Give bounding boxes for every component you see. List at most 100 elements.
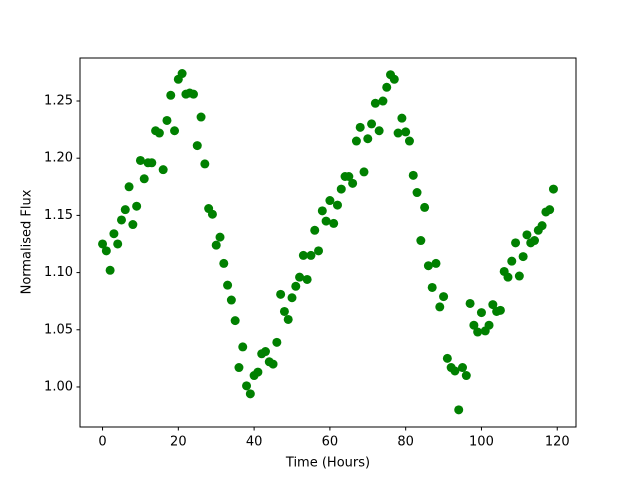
point <box>412 188 422 198</box>
point <box>276 289 286 299</box>
point <box>310 225 320 235</box>
point <box>101 246 111 256</box>
point <box>158 165 168 175</box>
x-axis-label: Time (Hours) <box>285 456 370 471</box>
point <box>226 295 236 305</box>
point <box>530 236 540 246</box>
point <box>351 136 361 146</box>
y-tick-label: 1.15 <box>44 208 73 223</box>
point <box>325 196 335 206</box>
point <box>488 300 498 310</box>
point <box>442 353 452 363</box>
point <box>397 113 407 123</box>
point <box>427 282 437 292</box>
y-tick-label: 1.25 <box>44 94 73 109</box>
point <box>238 342 248 352</box>
point <box>503 272 513 282</box>
point <box>314 246 324 256</box>
point <box>495 305 505 315</box>
point <box>242 381 252 391</box>
point <box>507 256 517 266</box>
point <box>344 172 354 182</box>
point <box>435 302 445 312</box>
point <box>389 74 399 84</box>
point <box>522 230 532 240</box>
x-tick-label: 80 <box>397 435 414 450</box>
axes-frame <box>79 57 577 428</box>
x-tick-label: 100 <box>469 435 494 450</box>
point <box>473 327 483 337</box>
point <box>545 205 555 215</box>
point <box>166 90 176 100</box>
point <box>291 281 301 291</box>
point <box>302 274 312 284</box>
point <box>431 258 441 268</box>
point <box>450 366 460 376</box>
y-tick-label: 1.05 <box>44 322 73 337</box>
point <box>537 221 547 231</box>
y-tick-label: 1.10 <box>44 265 73 280</box>
point <box>416 236 426 246</box>
y-axis-label: Normalised Flux <box>20 189 35 294</box>
point <box>465 298 475 308</box>
point <box>298 250 308 260</box>
point <box>382 82 392 92</box>
point <box>469 320 479 330</box>
point <box>511 238 521 248</box>
point <box>518 252 528 262</box>
point <box>188 89 198 99</box>
point <box>336 184 346 194</box>
point <box>317 206 327 216</box>
y-tick-label: 1.20 <box>44 151 73 166</box>
point <box>124 182 134 192</box>
point <box>420 202 430 212</box>
point <box>355 122 365 132</box>
point <box>393 128 403 138</box>
point <box>408 170 418 180</box>
point <box>458 363 468 373</box>
point <box>283 314 293 324</box>
point <box>260 347 270 357</box>
point <box>192 141 202 151</box>
point <box>200 159 210 169</box>
point <box>98 239 108 249</box>
point <box>423 261 433 271</box>
point <box>196 112 206 122</box>
point <box>139 174 149 184</box>
point <box>484 320 494 330</box>
point <box>105 265 115 275</box>
point <box>348 178 358 188</box>
point <box>287 293 297 303</box>
point <box>219 258 229 268</box>
point <box>211 240 221 250</box>
point <box>120 205 130 215</box>
point <box>295 272 305 282</box>
x-tick-label: 0 <box>98 435 106 450</box>
point <box>207 209 217 219</box>
point <box>223 280 233 290</box>
point <box>439 292 449 302</box>
x-tick-label: 40 <box>246 435 263 450</box>
point <box>245 389 255 399</box>
point <box>268 359 278 369</box>
point <box>234 363 244 373</box>
point <box>162 115 172 125</box>
point <box>109 229 119 239</box>
point <box>404 136 414 146</box>
point <box>329 218 339 228</box>
point <box>135 155 145 165</box>
point <box>306 250 316 260</box>
point <box>113 239 123 249</box>
point <box>116 215 126 225</box>
point <box>454 405 464 415</box>
point <box>332 200 342 210</box>
point <box>378 96 388 106</box>
point <box>514 271 524 281</box>
point <box>359 167 369 177</box>
point <box>401 127 411 137</box>
point <box>367 119 377 129</box>
x-tick-label: 120 <box>545 435 570 450</box>
point <box>461 371 471 381</box>
point <box>548 184 558 194</box>
